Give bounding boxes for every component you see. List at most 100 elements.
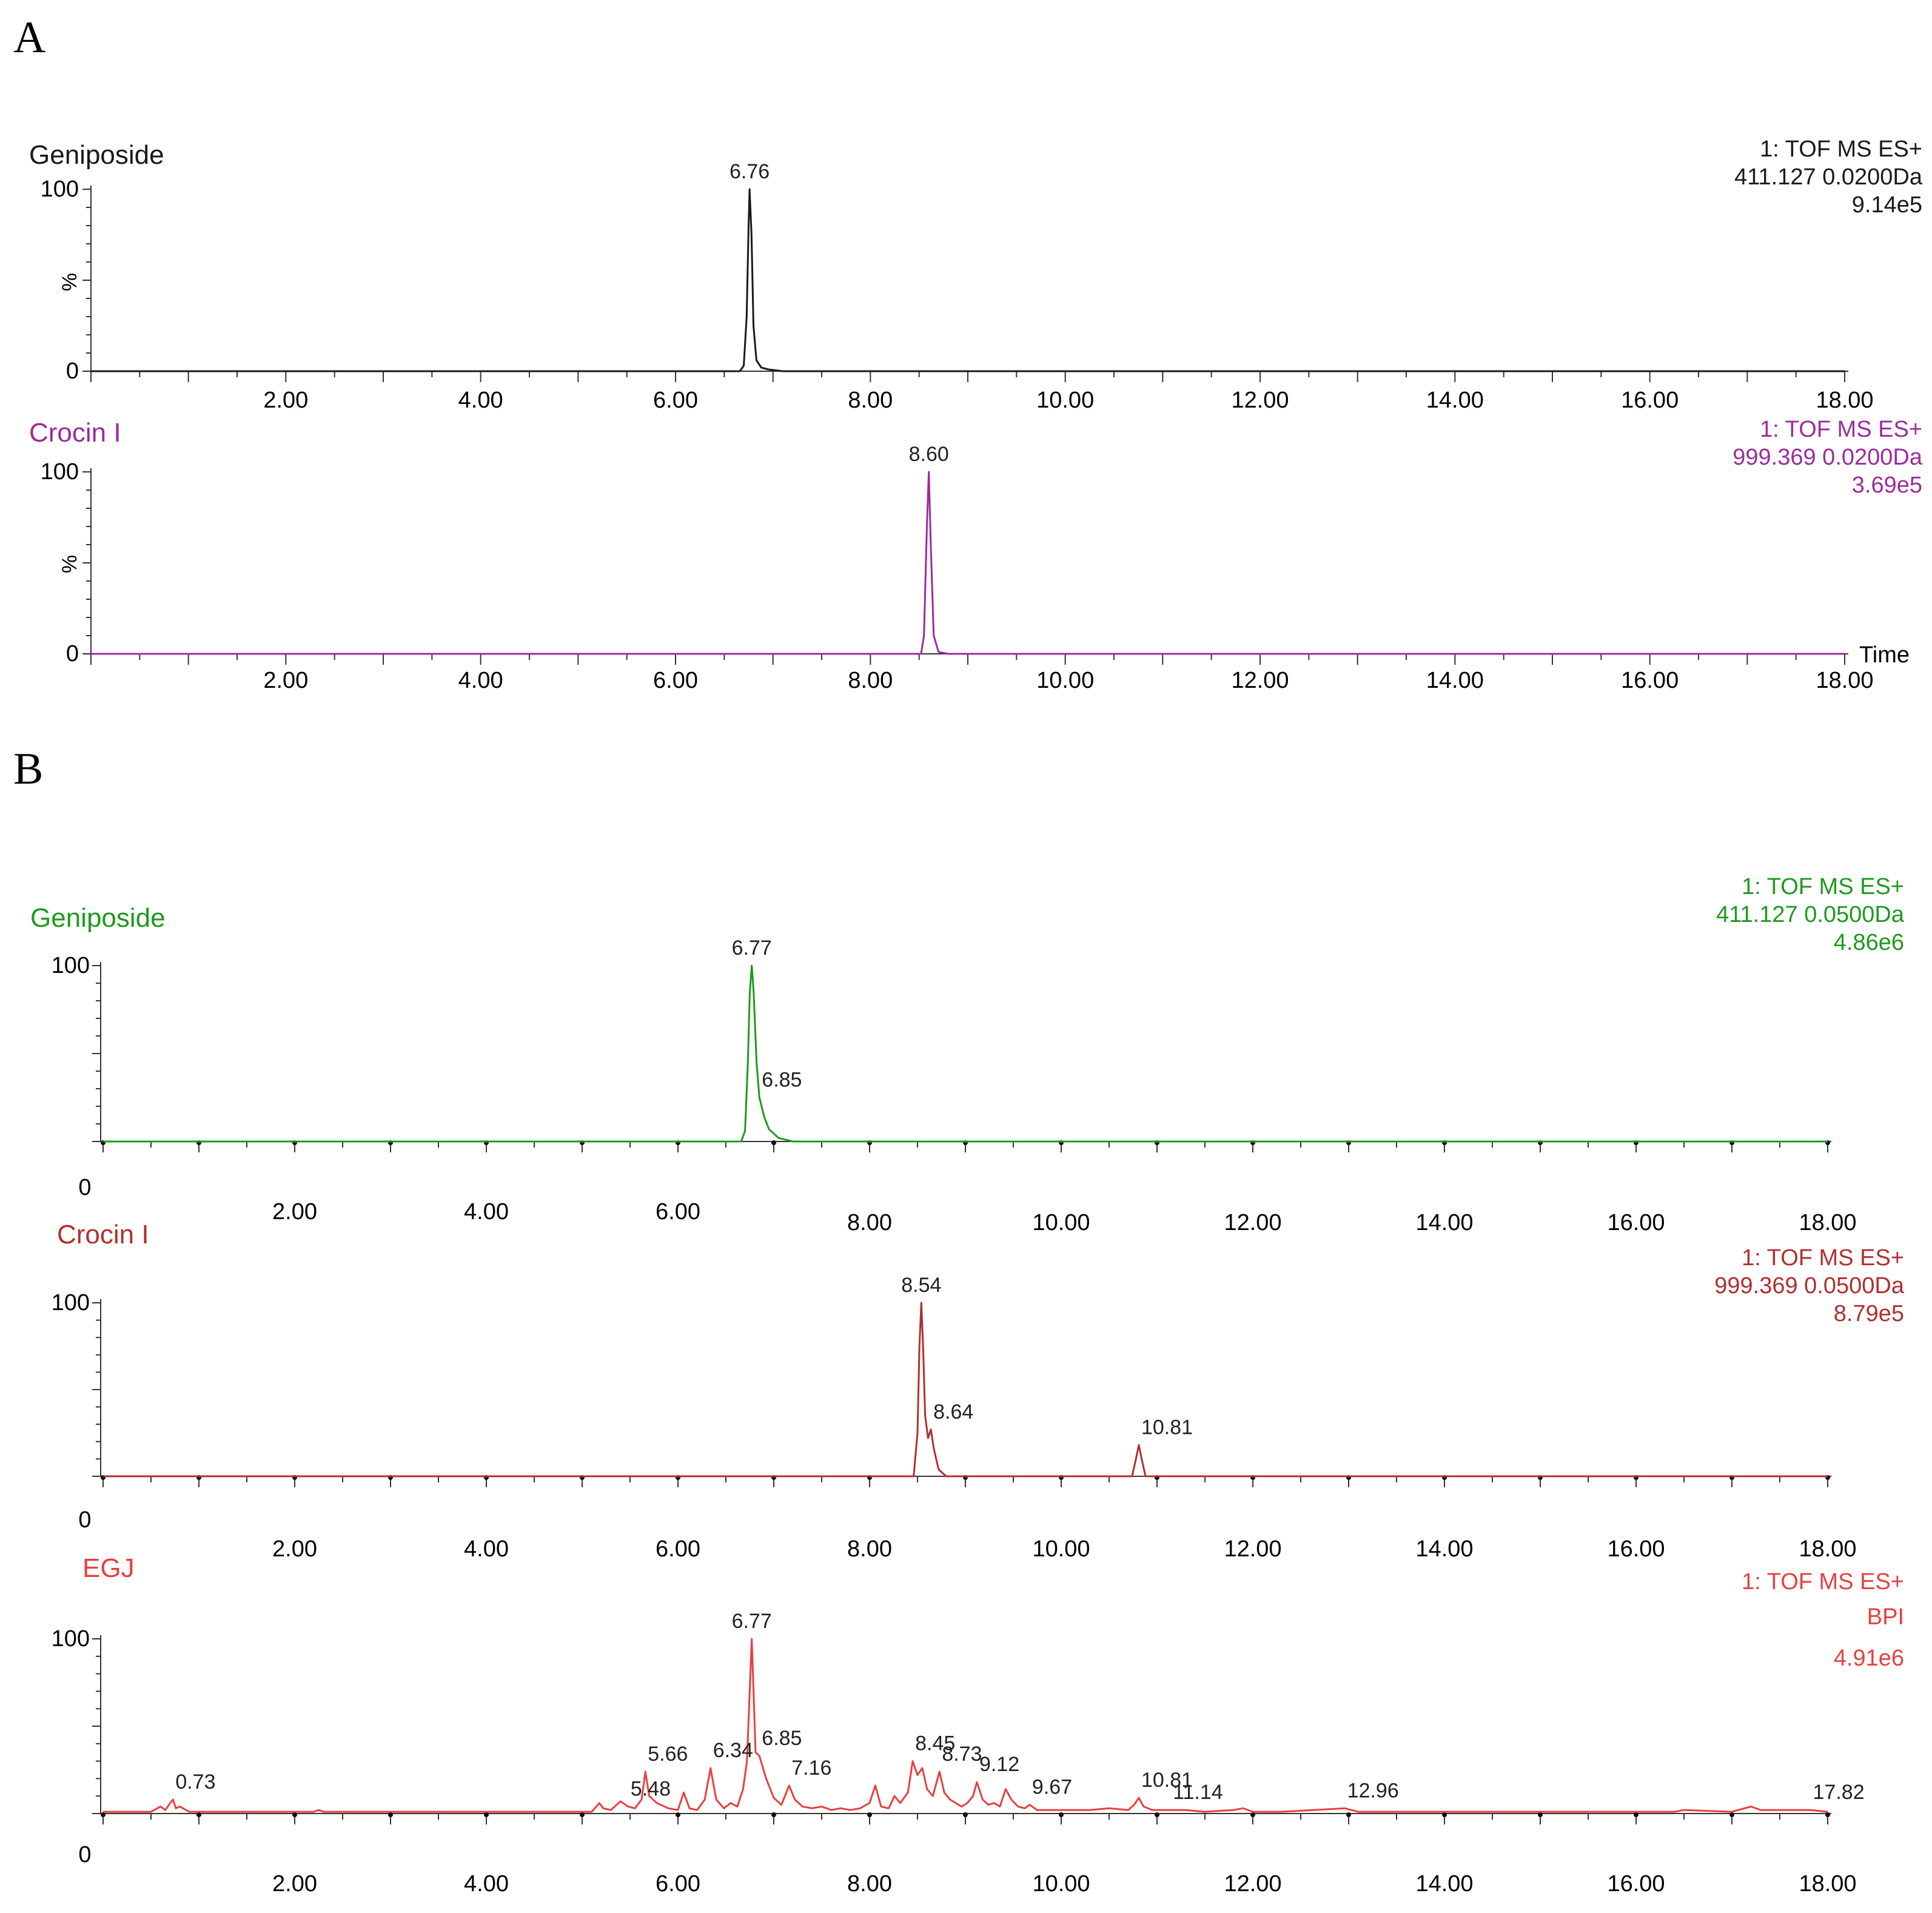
x-axis-dot bbox=[1346, 1812, 1351, 1817]
x-tick-label: 2.00 bbox=[272, 1536, 317, 1562]
peak-label: 8.45 bbox=[915, 1732, 955, 1755]
x-axis-dot bbox=[580, 1812, 585, 1817]
x-tick-label: 16.00 bbox=[1607, 1210, 1665, 1236]
trace-info-line: 1: TOF MS ES+ bbox=[1742, 1569, 1904, 1595]
x-tick-label: 16.00 bbox=[1607, 1871, 1665, 1897]
peak-label: 8.60 bbox=[909, 443, 949, 466]
peak-label: 5.48 bbox=[631, 1777, 671, 1800]
x-axis-dot bbox=[388, 1812, 393, 1817]
trace-line bbox=[103, 964, 1828, 1143]
trace-name: EGJ bbox=[82, 1553, 135, 1583]
x-axis-dot bbox=[867, 1812, 872, 1817]
x-tick-label: 6.00 bbox=[656, 1536, 700, 1562]
peak-label: 7.16 bbox=[791, 1757, 831, 1780]
y-axis-label: % bbox=[58, 273, 81, 291]
trace-name: Geniposide bbox=[30, 903, 166, 933]
trace-info-line: 411.127 0.0500Da bbox=[1716, 902, 1905, 927]
peak-label: 6.77 bbox=[732, 936, 772, 960]
peak-label: 6.85 bbox=[762, 1727, 802, 1750]
peak-label: 8.64 bbox=[933, 1400, 973, 1424]
trace-info-line: 3.69e5 bbox=[1852, 472, 1922, 498]
x-tick-label: 14.00 bbox=[1415, 1871, 1473, 1897]
x-tick-label: 8.00 bbox=[848, 668, 893, 693]
x-tick-label: 6.00 bbox=[656, 1199, 700, 1225]
trace-info-line: 1: TOF MS ES+ bbox=[1742, 1245, 1904, 1271]
trace-line bbox=[91, 188, 1845, 372]
x-tick-label: 18.00 bbox=[1799, 1210, 1856, 1236]
x-axis-dot bbox=[771, 1140, 776, 1145]
x-axis-dot bbox=[1442, 1812, 1447, 1817]
peak-label: 6.77 bbox=[732, 1610, 772, 1633]
x-axis-dot bbox=[1538, 1812, 1543, 1817]
peak-label: 10.81 bbox=[1141, 1416, 1193, 1439]
y-tick-label: 100 bbox=[52, 953, 90, 978]
peak-label: 11.14 bbox=[1173, 1781, 1223, 1804]
x-tick-label: 18.00 bbox=[1816, 388, 1873, 413]
trace-line bbox=[91, 471, 1845, 655]
x-tick-label: 10.00 bbox=[1032, 1871, 1090, 1897]
x-axis-dot bbox=[1155, 1812, 1159, 1817]
y-tick-label: 0 bbox=[66, 358, 79, 384]
x-tick-label: 8.00 bbox=[847, 1210, 892, 1236]
peak-label: 8.54 bbox=[901, 1274, 941, 1297]
chromatogram-traces: Geniposide 1: TOF MS ES+ 411.127 0.0200Da 9… bbox=[29, 136, 1923, 1897]
x-axis-dot bbox=[1634, 1812, 1639, 1817]
x-tick-label: 8.00 bbox=[848, 388, 893, 413]
x-axis-dot bbox=[484, 1812, 489, 1817]
x-tick-label: 16.00 bbox=[1607, 1536, 1665, 1562]
y-tick-label: 100 bbox=[41, 459, 79, 485]
x-tick-label: 4.00 bbox=[458, 388, 503, 413]
y-tick-label: 0 bbox=[78, 1175, 91, 1200]
trace-name: Crocin I bbox=[57, 1220, 149, 1249]
peak-label: 6.85 bbox=[762, 1069, 802, 1092]
x-axis-dot bbox=[676, 1812, 680, 1817]
x-tick-label: 12.00 bbox=[1224, 1871, 1281, 1897]
peak-label: 17.82 bbox=[1813, 1781, 1865, 1804]
x-axis-dot bbox=[1250, 1812, 1255, 1817]
trace-line bbox=[103, 1638, 1828, 1813]
y-tick-label: 100 bbox=[41, 177, 79, 202]
trace-name: Geniposide bbox=[29, 140, 164, 170]
peak-label: 6.76 bbox=[730, 160, 770, 183]
peak-label: 8.73 bbox=[942, 1743, 982, 1766]
x-tick-label: 2.00 bbox=[263, 388, 308, 413]
x-tick-label: 6.00 bbox=[653, 388, 698, 413]
x-tick-label: 8.00 bbox=[847, 1536, 892, 1562]
trace-info-line: BPI bbox=[1867, 1604, 1904, 1630]
x-tick-label: 4.00 bbox=[464, 1536, 509, 1562]
x-tick-label: 16.00 bbox=[1621, 668, 1679, 693]
x-tick-label: 18.00 bbox=[1799, 1536, 1856, 1562]
x-tick-label: 10.00 bbox=[1036, 388, 1094, 413]
x-tick-label: 12.00 bbox=[1231, 388, 1289, 413]
trace-info-line: 4.91e6 bbox=[1834, 1646, 1904, 1671]
x-tick-label: 14.00 bbox=[1426, 388, 1484, 413]
x-axis-dot bbox=[771, 1812, 776, 1817]
x-tick-label: 18.00 bbox=[1799, 1871, 1856, 1897]
x-axis-dot bbox=[196, 1812, 201, 1817]
y-tick-label: 0 bbox=[66, 641, 79, 667]
x-tick-label: 4.00 bbox=[464, 1871, 509, 1897]
panel-letter-a: A bbox=[13, 13, 45, 62]
x-axis-dot bbox=[1059, 1812, 1064, 1817]
y-tick-label: 100 bbox=[52, 1626, 90, 1652]
trace-line bbox=[103, 1302, 1828, 1478]
y-tick-label: 0 bbox=[78, 1842, 91, 1868]
x-tick-label: 2.00 bbox=[272, 1871, 317, 1897]
chart-1: Crocin I 1: TOF MS ES+ 999.369 0.0200Da3.6… bbox=[29, 417, 1923, 693]
chart-3: Crocin I 1: TOF MS ES+999.369 0.0500Da8.7… bbox=[52, 1220, 1905, 1562]
x-axis-dot bbox=[963, 1812, 968, 1817]
x-tick-label: 14.00 bbox=[1415, 1536, 1473, 1562]
x-tick-label: 10.00 bbox=[1036, 668, 1094, 693]
x-axis-dot bbox=[1729, 1812, 1734, 1817]
trace-info-line: 411.127 0.0200Da bbox=[1734, 164, 1923, 190]
x-tick-label: 4.00 bbox=[464, 1199, 509, 1225]
peak-label: 5.66 bbox=[648, 1743, 688, 1766]
x-tick-label: 18.00 bbox=[1816, 668, 1873, 693]
y-tick-label: 100 bbox=[52, 1290, 90, 1316]
chart-4: EGJ 1: TOF MS ES+ BPI 4.91e6 100 0 2.00 4.00 6.0… bbox=[52, 1553, 1904, 1897]
x-axis-dot bbox=[292, 1812, 297, 1817]
peak-label: 12.96 bbox=[1347, 1779, 1399, 1802]
chart-2: Geniposide 1: TOF MS ES+ 411.127 0.0500Da 4… bbox=[30, 874, 1905, 1236]
trace-info-line: 999.369 0.0200Da bbox=[1732, 445, 1923, 470]
y-axis-label: % bbox=[58, 555, 81, 573]
